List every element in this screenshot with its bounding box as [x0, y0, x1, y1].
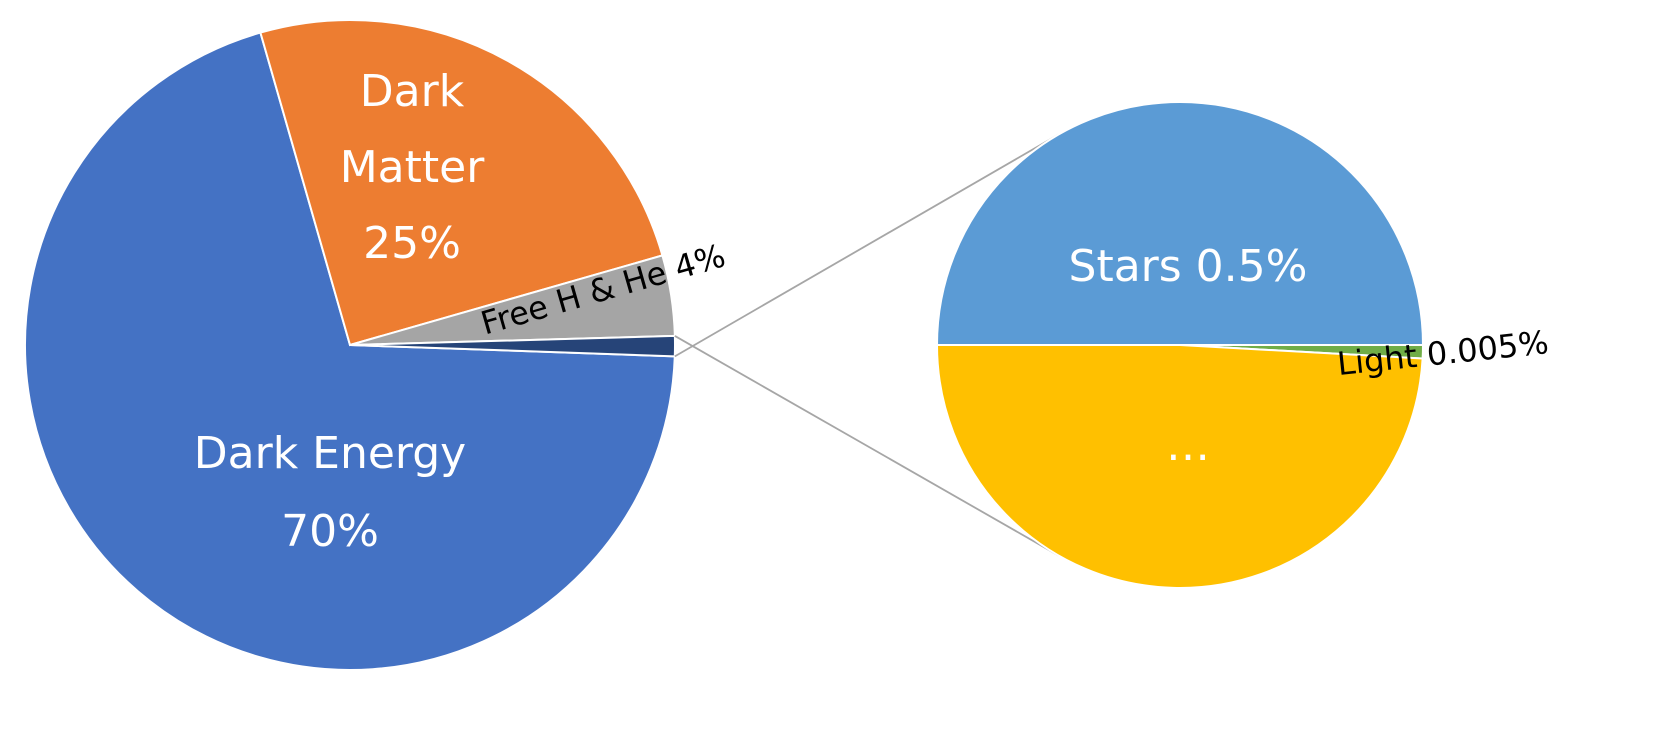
slice-stars-0-5 [935, 101, 1425, 346]
label-other: … [1166, 420, 1210, 471]
label-stars: Stars 0.5% [1069, 241, 1308, 292]
connector-lines [674, 133, 1059, 557]
label-dark-energy: Dark Energy 70% [194, 428, 466, 557]
label-dark-matter: Dark Matter 25% [340, 66, 486, 269]
slice-dark [259, 19, 664, 347]
slice-other [935, 344, 1424, 589]
main-pie [24, 19, 676, 671]
connector-line-top [674, 133, 1059, 358]
secondary-pie [935, 101, 1425, 589]
connector-line-bottom [674, 335, 1059, 557]
slice-dark-energy [24, 31, 676, 671]
